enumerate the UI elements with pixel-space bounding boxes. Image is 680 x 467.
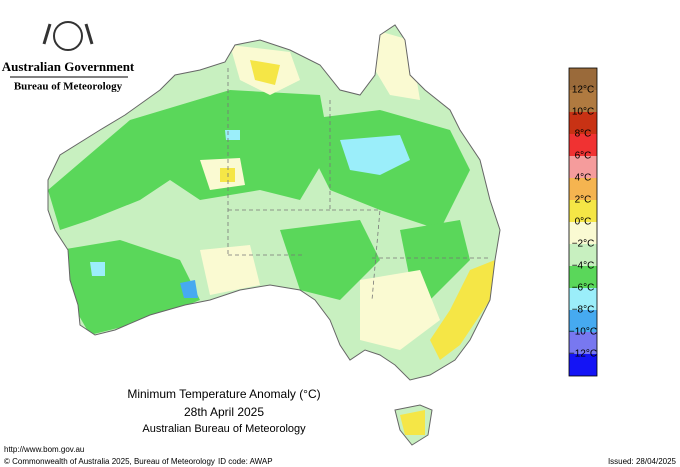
legend-swatch (569, 266, 597, 288)
legend-swatch (569, 222, 597, 244)
legend-label: −6°C (572, 283, 595, 294)
coastline (47, 24, 501, 446)
legend-cap (569, 68, 597, 90)
legend-label: −12°C (569, 349, 597, 360)
state-borders (227, 68, 490, 301)
legend-swatch (569, 178, 597, 200)
legend-label: 0°C (575, 217, 592, 228)
footer-copyright: © Commonwealth of Australia 2025, Bureau… (4, 457, 215, 466)
legend-label: 6°C (575, 151, 592, 162)
agency-name: Bureau of Meteorology (14, 81, 123, 93)
legend-swatch (569, 90, 597, 112)
legend-swatch (569, 310, 597, 332)
legend-swatch (569, 112, 597, 134)
map-date: 28th April 2025 (184, 405, 264, 419)
legend-swatch (569, 244, 597, 266)
logo: Australian Government Bureau of Meteorol… (2, 21, 135, 93)
government-name: Australian Government (2, 59, 135, 74)
footer-url: http://www.bom.gov.au (4, 445, 84, 454)
map-title: Minimum Temperature Anomaly (°C) (127, 387, 320, 401)
legend-label: −8°C (572, 305, 595, 316)
legend-label: 2°C (575, 195, 592, 206)
legend-label: 10°C (572, 107, 594, 118)
legend-label: −4°C (572, 261, 595, 272)
map-source: Australian Bureau of Meteorology (142, 423, 306, 435)
legend-swatch (569, 156, 597, 178)
legend-label: 12°C (572, 85, 594, 96)
footer-issued: Issued: 28/04/2025 (608, 457, 677, 466)
legend-swatch (569, 354, 597, 376)
legend-swatch (569, 134, 597, 156)
legend-swatch (569, 332, 597, 354)
legend: 12°C 10°C 8°C 6°C 4°C 2°C 0°C −2°C −4°C −6°C −8°C −… (568, 67, 598, 377)
legend-swatch (569, 288, 597, 310)
legend-label: 4°C (575, 173, 592, 184)
legend-swatch (569, 200, 597, 222)
footer-id: ID code: AWAP (218, 457, 273, 466)
legend-frame (568, 67, 598, 377)
legend-label: 8°C (575, 129, 592, 140)
legend-label: −10°C (569, 327, 597, 338)
legend-label: −2°C (572, 239, 595, 250)
